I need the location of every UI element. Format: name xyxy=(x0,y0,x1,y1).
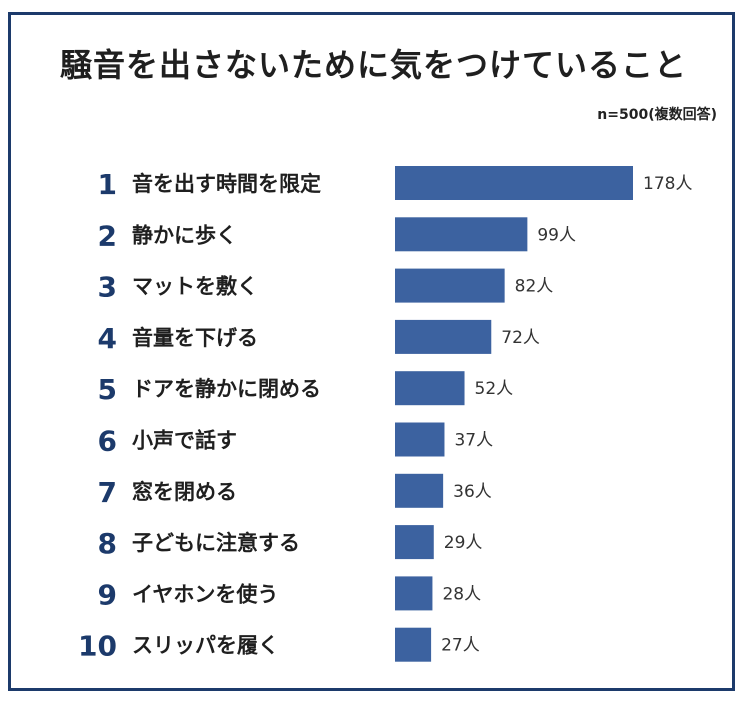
value-label: 99人 xyxy=(537,225,576,245)
bar xyxy=(395,576,433,611)
category-label: ドアを静かに閉める xyxy=(132,377,321,401)
chart-title: 騒音を出さないために気をつけていること xyxy=(59,46,687,84)
bar xyxy=(395,268,505,303)
bar xyxy=(395,627,432,662)
category-label: マットを敷く xyxy=(132,275,258,299)
rank-label: 5 xyxy=(98,373,117,406)
sample-size-note: n=500(複数回答) xyxy=(597,107,717,123)
value-label: 29人 xyxy=(444,533,483,553)
category-label: 子どもに注意する xyxy=(132,531,300,555)
rank-label: 10 xyxy=(78,630,117,663)
category-label: 音量を下げる xyxy=(132,326,258,350)
rank-label: 6 xyxy=(98,425,117,458)
rank-label: 1 xyxy=(98,168,117,201)
rank-label: 9 xyxy=(98,578,117,611)
bar xyxy=(395,422,445,457)
chart-frame xyxy=(8,12,735,691)
rank-label: 2 xyxy=(98,219,117,252)
bar xyxy=(395,525,434,560)
value-label: 52人 xyxy=(475,379,514,399)
rank-label: 7 xyxy=(98,476,117,509)
rank-label: 4 xyxy=(98,322,117,355)
rank-label: 3 xyxy=(98,271,117,304)
bar xyxy=(395,473,444,508)
value-label: 27人 xyxy=(441,636,480,656)
category-label: 静かに歩く xyxy=(132,223,237,247)
value-label: 178人 xyxy=(643,174,692,194)
category-label: 窓を閉める xyxy=(132,480,237,504)
value-label: 36人 xyxy=(453,482,492,502)
bar xyxy=(395,319,492,354)
value-label: 37人 xyxy=(454,431,493,451)
category-label: イヤホンを使う xyxy=(132,582,278,606)
bar xyxy=(395,217,528,252)
value-label: 28人 xyxy=(442,584,481,604)
category-label: 小声で話す xyxy=(132,429,237,453)
value-label: 82人 xyxy=(515,277,554,297)
category-label: 音を出す時間を限定 xyxy=(132,172,321,196)
category-label: スリッパを履く xyxy=(132,634,279,658)
rank-label: 8 xyxy=(98,527,117,560)
bar xyxy=(395,166,633,200)
value-label: 72人 xyxy=(501,328,540,348)
bar xyxy=(395,371,465,406)
